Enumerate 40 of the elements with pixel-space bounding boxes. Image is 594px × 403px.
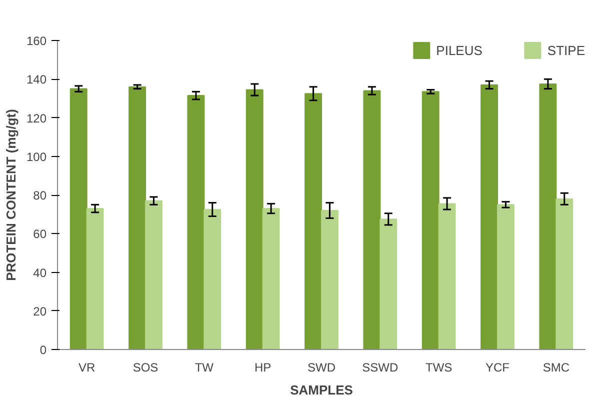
y-tick-label: 40: [33, 266, 47, 280]
x-tick-label: TW: [194, 360, 214, 374]
bar: [70, 88, 88, 350]
y-tick-label: 120: [26, 111, 47, 126]
bar: [539, 83, 557, 350]
legend-label: PILEUS: [436, 42, 482, 58]
bar: [262, 208, 280, 350]
bar: [380, 218, 398, 350]
x-axis-title: SAMPLES: [290, 382, 354, 398]
x-tick-label: SOS: [132, 360, 158, 374]
x-tick-label: TWS: [426, 360, 452, 374]
y-axis-title: PROTEIN CONTENT (mg/gt): [3, 109, 18, 281]
bar: [304, 93, 322, 350]
x-tick-label: HP: [254, 360, 272, 374]
y-tick-label: 160: [26, 34, 47, 48]
bar: [145, 200, 162, 350]
bar: [556, 198, 574, 350]
bar: [86, 208, 104, 350]
x-tick-label: VR: [78, 360, 96, 374]
y-tick-label: 20: [33, 304, 47, 318]
bar: [497, 204, 514, 350]
bar: [480, 84, 498, 350]
bar: [246, 89, 264, 350]
y-tick-label: 100: [26, 150, 47, 164]
y-tick-label: 140: [26, 72, 47, 87]
x-tick-label: YCF: [486, 360, 510, 374]
x-tick-label: SMC: [542, 360, 570, 374]
x-tick-label: SSWD: [362, 360, 398, 374]
legend-label: STIPE: [547, 42, 585, 58]
bar: [438, 203, 456, 350]
x-tick-label: SWD: [308, 360, 336, 374]
y-tick-label: 80: [33, 188, 47, 202]
bar: [204, 208, 222, 350]
bar: [187, 95, 205, 350]
y-tick-label: 60: [33, 227, 47, 242]
bar: [128, 86, 146, 350]
bar: [321, 210, 338, 350]
bar: [363, 90, 381, 350]
bar: [422, 91, 440, 350]
y-tick-label: 0: [40, 343, 47, 357]
